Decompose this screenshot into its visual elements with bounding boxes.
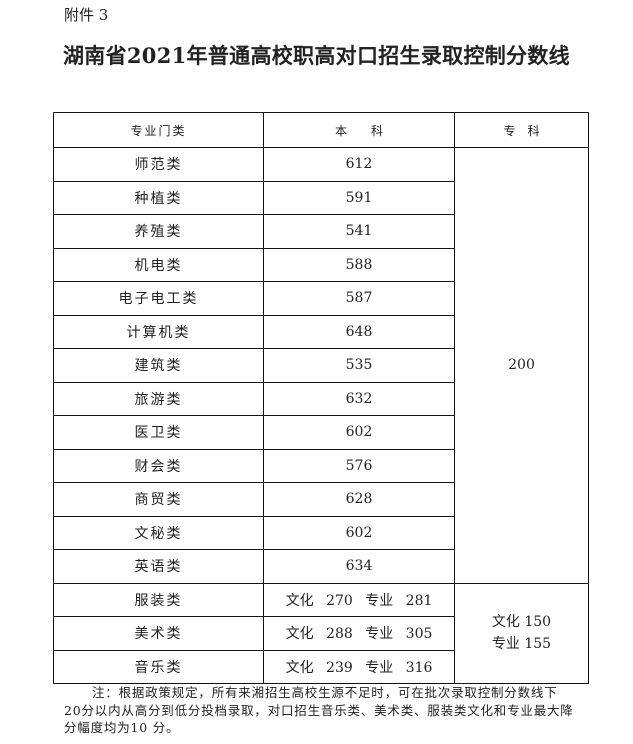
category-cell: 计算机类 bbox=[53, 314, 264, 349]
category-cell: 师范类 bbox=[53, 147, 264, 182]
attachment-label: 附件 3 bbox=[64, 6, 109, 24]
bachelor-score-cell: 588 bbox=[263, 247, 455, 282]
table-row: 医卫类 602 bbox=[53, 415, 589, 450]
bachelor-score-cell: 576 bbox=[263, 448, 455, 483]
table-row: 师范类 612 200 bbox=[53, 147, 589, 584]
bachelor-score-cell: 648 bbox=[263, 314, 455, 349]
bachelor-score-cell: 文化 270 专业 281 bbox=[263, 582, 455, 617]
junior-score-cell: 200 bbox=[454, 147, 589, 584]
category-cell: 文秘类 bbox=[53, 515, 264, 550]
table-row: 美术类 文化 288 专业 305 bbox=[53, 616, 589, 651]
junior-art-major: 专业 155 bbox=[491, 636, 552, 653]
junior-art-score-cell: 文化 150 专业 155 bbox=[454, 582, 589, 684]
category-cell: 种植类 bbox=[53, 180, 264, 215]
junior-art-culture: 文化 150 bbox=[491, 614, 552, 631]
table-row: 财会类 576 bbox=[53, 448, 589, 483]
bachelor-score-cell: 602 bbox=[263, 415, 455, 450]
category-cell: 旅游类 bbox=[53, 381, 264, 416]
bachelor-score-cell: 612 bbox=[263, 147, 455, 182]
table-row: 计算机类 648 bbox=[53, 314, 589, 349]
bachelor-score-cell: 文化 288 专业 305 bbox=[263, 616, 455, 651]
header-category: 专业门类 bbox=[53, 112, 264, 148]
table-row: 建筑类 535 bbox=[53, 348, 589, 383]
footnote: 注：根据政策规定，所有来湘招生高校生源不足时，可在批次录取控制分数线下20分以内… bbox=[64, 685, 574, 735]
header-bachelor: 本 科 bbox=[263, 112, 455, 148]
bachelor-score-cell: 541 bbox=[263, 214, 455, 249]
category-cell: 机电类 bbox=[53, 247, 264, 282]
bachelor-score-cell: 535 bbox=[263, 348, 455, 383]
category-cell: 英语类 bbox=[53, 549, 264, 584]
table-header: 专业门类 本 科 专 科 bbox=[53, 112, 589, 148]
bachelor-score-cell: 602 bbox=[263, 515, 455, 550]
category-cell: 养殖类 bbox=[53, 214, 264, 249]
category-cell: 商贸类 bbox=[53, 482, 264, 517]
bachelor-score-cell: 634 bbox=[263, 549, 455, 584]
category-cell: 美术类 bbox=[53, 616, 264, 651]
table-row: 种植类 591 bbox=[53, 180, 589, 215]
table-row: 英语类 634 bbox=[53, 549, 589, 584]
table-row: 养殖类 541 bbox=[53, 214, 589, 249]
page-title: 湖南省2021年普通高校职高对口招生录取控制分数线 bbox=[63, 43, 570, 68]
bachelor-score-cell: 文化 239 专业 316 bbox=[263, 649, 455, 684]
bachelor-score-cell: 632 bbox=[263, 381, 455, 416]
header-junior: 专 科 bbox=[454, 112, 589, 148]
table-row: 机电类 588 bbox=[53, 247, 589, 282]
category-cell: 建筑类 bbox=[53, 348, 264, 383]
bachelor-score-cell: 591 bbox=[263, 180, 455, 215]
bachelor-score-cell: 587 bbox=[263, 281, 455, 316]
category-cell: 财会类 bbox=[53, 448, 264, 483]
table-row: 文秘类 602 bbox=[53, 515, 589, 550]
table-row: 商贸类 628 bbox=[53, 482, 589, 517]
table-row: 旅游类 632 bbox=[53, 381, 589, 416]
category-cell: 电子电工类 bbox=[53, 281, 264, 316]
table-row: 电子电工类 587 bbox=[53, 281, 589, 316]
category-cell: 服装类 bbox=[53, 582, 264, 617]
score-table: 专业门类 本 科 专 科 师范类 612 200 种植类 591 养殖类 541 机电类 588… bbox=[53, 112, 589, 684]
table-row: 服装类 文化 270 专业 281 文化 150 专业 155 bbox=[53, 582, 589, 684]
category-cell: 医卫类 bbox=[53, 415, 264, 450]
bachelor-score-cell: 628 bbox=[263, 482, 455, 517]
category-cell: 音乐类 bbox=[53, 649, 264, 684]
table-row: 音乐类 文化 239 专业 316 bbox=[53, 649, 589, 684]
